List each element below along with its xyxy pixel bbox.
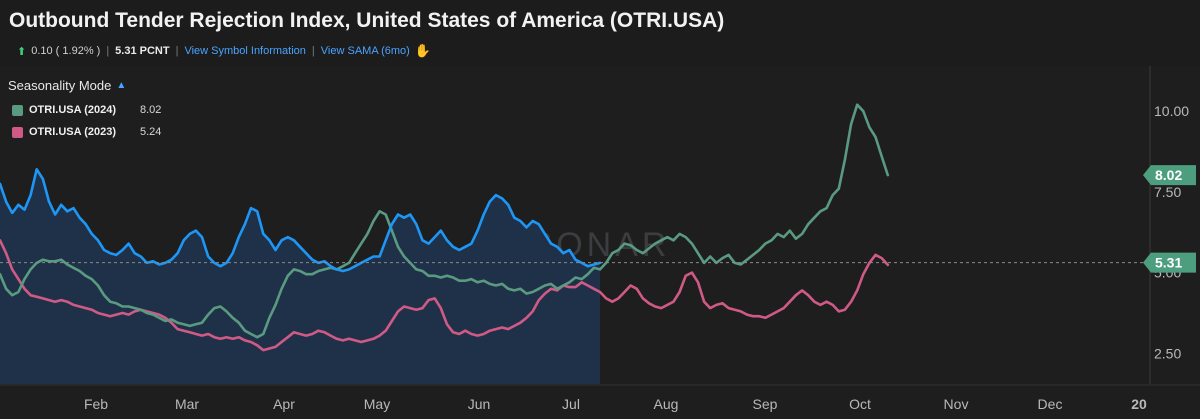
x-tick-label: Oct (849, 396, 871, 412)
arrow-up-icon: ⬆ (17, 45, 27, 58)
y-tick-label: 7.50 (1154, 184, 1181, 200)
legend-name: OTRI.USA (2023) (29, 126, 117, 138)
value-text: 5.31 PCNT (115, 45, 170, 57)
x-tick-label: Dec (1038, 396, 1063, 412)
x-tick-label: May (364, 396, 390, 412)
last-value-tag-bg (1143, 165, 1196, 186)
chart-legend: Seasonality Mode ▲ OTRI.USA (2024) 8.02 … (8, 78, 161, 143)
legend-swatch-2023 (12, 126, 23, 138)
reference-value-tag-bg (1143, 252, 1196, 273)
series-line-2 (0, 239, 890, 352)
x-tick-label: Apr (273, 396, 295, 412)
seasonality-mode-label: Seasonality Mode (8, 78, 112, 93)
series-line-0 (0, 168, 602, 273)
x-tick-label: Jul (562, 396, 580, 412)
legend-value: 8.02 (140, 104, 162, 116)
separator: | (175, 45, 179, 57)
hand-pointer-icon[interactable]: ✋ (414, 43, 432, 58)
y-tick-label: 10.00 (1154, 103, 1189, 119)
legend-value: 5.24 (140, 126, 162, 138)
page-title: Outbound Tender Rejection Index, United … (9, 9, 725, 32)
x-tick-label: Feb (84, 396, 108, 412)
legend-name: OTRI.USA (2024) (29, 104, 117, 116)
chart-area[interactable]: SONAR 10.00 7.50 5.00 2.50 8.02 5.31 Feb Mar Apr M… (0, 66, 1200, 419)
x-tick-label: Aug (654, 396, 679, 412)
x-tick-label: Sep (753, 396, 778, 412)
x-tick-label: Jun (468, 396, 491, 412)
view-symbol-info-link[interactable]: View Symbol Information (184, 45, 306, 57)
reference-value-tag: 5.31 (1155, 255, 1182, 271)
caret-up-icon: ▲ (116, 80, 127, 91)
legend-item-2023[interactable]: OTRI.USA (2023) 5.24 (8, 121, 161, 143)
x-tick-label: Nov (944, 396, 969, 412)
x-tick-label: 20 (1131, 396, 1147, 412)
view-sama-link[interactable]: View SAMA (6mo) (320, 45, 410, 57)
seasonality-mode-toggle[interactable]: Seasonality Mode ▲ (8, 78, 161, 93)
last-value-tag: 8.02 (1155, 167, 1182, 183)
legend-item-2024[interactable]: OTRI.USA (2024) 8.02 (8, 99, 161, 121)
separator: | (106, 45, 110, 57)
chart-header: Outbound Tender Rejection Index, United … (0, 0, 1200, 66)
series-line-1 (0, 103, 890, 339)
legend-swatch-2024 (12, 104, 23, 116)
y-tick-label: 2.50 (1154, 345, 1181, 361)
change-text: 0.10 ( 1.92% ) (31, 45, 101, 57)
separator: | (311, 45, 315, 57)
quote-summary: ⬆ 0.10 ( 1.92% ) | 5.31 PCNT | View Symb… (17, 43, 431, 59)
x-tick-label: Mar (175, 396, 199, 412)
